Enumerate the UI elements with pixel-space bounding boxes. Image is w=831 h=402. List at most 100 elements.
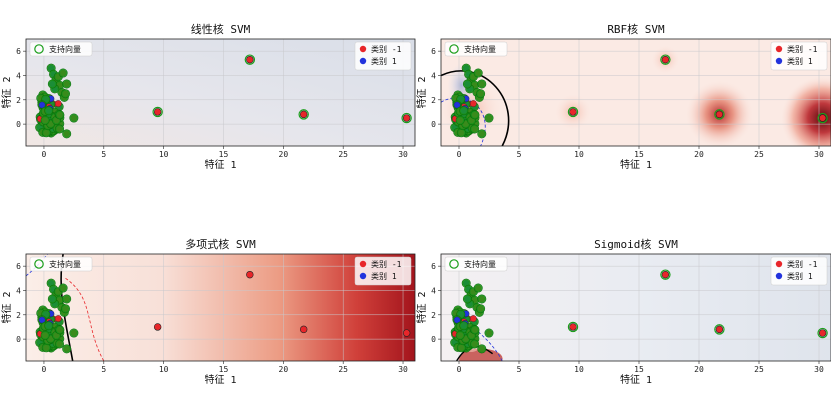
support-vector <box>484 113 494 123</box>
subplot-2: 0 5 10 15 20 25 30 0 2 4 6 RBF核 SVM 特征 1 特征 2 支持向量 类别 -… <box>416 22 831 171</box>
x-tick-label: 30 <box>398 150 408 159</box>
x-tick-label: 15 <box>219 365 229 374</box>
x-tick-label: 15 <box>219 150 229 159</box>
support-vector <box>714 109 725 120</box>
support-vector <box>55 339 65 349</box>
decision-boundary <box>441 70 510 146</box>
support-vector <box>470 124 480 134</box>
data-point <box>402 329 411 337</box>
x-tick-label: 25 <box>338 150 348 159</box>
rbf-blob <box>780 76 831 146</box>
x-tick-label: 10 <box>574 150 584 159</box>
legend-label: 类别 1 <box>371 56 397 66</box>
axes-frame <box>440 253 831 362</box>
support-vector <box>58 68 68 78</box>
x-tick-label: 30 <box>814 150 824 159</box>
support-vector <box>69 113 79 123</box>
legend-classes: 类别 -1 类别 1 <box>354 41 412 71</box>
y-tick-label: 2 <box>16 311 21 320</box>
legend-label: 支持向量 <box>464 259 496 269</box>
x-tick-label: 0 <box>457 365 462 374</box>
support-vector <box>459 106 469 116</box>
y-tick-label: 6 <box>431 47 436 56</box>
legend-classes: 类别 -1 类别 1 <box>770 256 828 286</box>
support-vector <box>567 106 579 118</box>
support-vector <box>40 330 50 340</box>
support-vector <box>476 304 486 314</box>
support-vector <box>44 321 54 331</box>
support-vector <box>817 112 828 124</box>
x-tick-label: 0 <box>42 150 47 159</box>
legend-marker <box>359 260 367 268</box>
x-tick-label: 10 <box>574 365 584 374</box>
data-point <box>246 55 254 64</box>
support-vector <box>58 283 68 293</box>
support-vector <box>62 294 72 304</box>
support-vector <box>477 79 487 89</box>
support-vector <box>477 344 487 354</box>
x-tick-label: 15 <box>634 365 644 374</box>
y-axis-label: 特征 2 <box>416 76 428 108</box>
support-vector <box>69 328 79 338</box>
y-tick-label: 4 <box>16 71 21 80</box>
legend-support-vectors: 支持向量 <box>444 256 508 272</box>
support-vector <box>470 325 480 335</box>
x-tick-label: 5 <box>517 365 522 374</box>
x-tick-label: 15 <box>634 150 644 159</box>
support-vector <box>477 294 487 304</box>
legend-label: 类别 -1 <box>787 259 818 269</box>
data-point <box>153 323 162 331</box>
x-tick-label: 25 <box>754 365 764 374</box>
support-vector <box>462 79 472 89</box>
subplot-1: 0 5 10 15 20 25 30 0 2 4 6 线性核 SVM 特征 1 特征 2 支持向量 类别 -1… <box>1 22 416 171</box>
data-point <box>661 270 670 279</box>
x-tick-label: 20 <box>694 365 704 374</box>
y-tick-label: 0 <box>16 120 21 129</box>
y-axis-label: 特征 2 <box>1 76 13 108</box>
legend-label: 类别 -1 <box>371 259 402 269</box>
x-tick-label: 25 <box>338 365 348 374</box>
support-vector <box>40 115 50 125</box>
legend-label: 支持向量 <box>464 44 496 54</box>
support-vector <box>152 106 163 118</box>
x-tick-label: 20 <box>279 365 289 374</box>
support-vector <box>470 339 480 349</box>
chart-title: RBF核 SVM <box>607 22 665 36</box>
legend-label: 支持向量 <box>49 44 81 54</box>
support-vector <box>567 321 579 333</box>
legend-support-vectors: 支持向量 <box>29 41 93 57</box>
support-vector <box>47 79 57 89</box>
support-vector <box>476 89 486 99</box>
y-tick-label: 0 <box>16 335 21 344</box>
support-vector <box>473 283 483 293</box>
x-tick-label: 10 <box>159 365 169 374</box>
legend-support-vectors: 支持向量 <box>29 256 93 272</box>
chart-title: 多项式核 SVM <box>185 237 256 251</box>
support-vector <box>60 89 70 99</box>
axes-frame <box>25 253 416 362</box>
axes-frame <box>25 38 416 147</box>
support-vector <box>473 68 483 78</box>
legend-label: 类别 1 <box>787 56 813 66</box>
data-point <box>818 114 827 122</box>
x-tick-label: 30 <box>814 365 824 374</box>
y-tick-label: 4 <box>16 286 21 295</box>
legend-marker <box>775 57 783 65</box>
legend-classes: 类别 -1 类别 1 <box>354 256 412 286</box>
x-tick-label: 30 <box>398 365 408 374</box>
data-point <box>402 114 411 122</box>
legend-label: 类别 1 <box>371 271 397 281</box>
data-point <box>715 110 724 119</box>
y-tick-label: 2 <box>431 96 436 105</box>
legend-marker <box>775 260 783 268</box>
legend-marker <box>359 45 367 53</box>
margin-line <box>65 277 105 361</box>
y-tick-label: 2 <box>431 311 436 320</box>
support-vector <box>660 269 671 280</box>
support-vector <box>60 304 70 314</box>
y-tick-label: 2 <box>16 96 21 105</box>
y-tick-label: 4 <box>431 286 436 295</box>
data-point <box>153 108 162 116</box>
support-vector <box>55 124 65 134</box>
